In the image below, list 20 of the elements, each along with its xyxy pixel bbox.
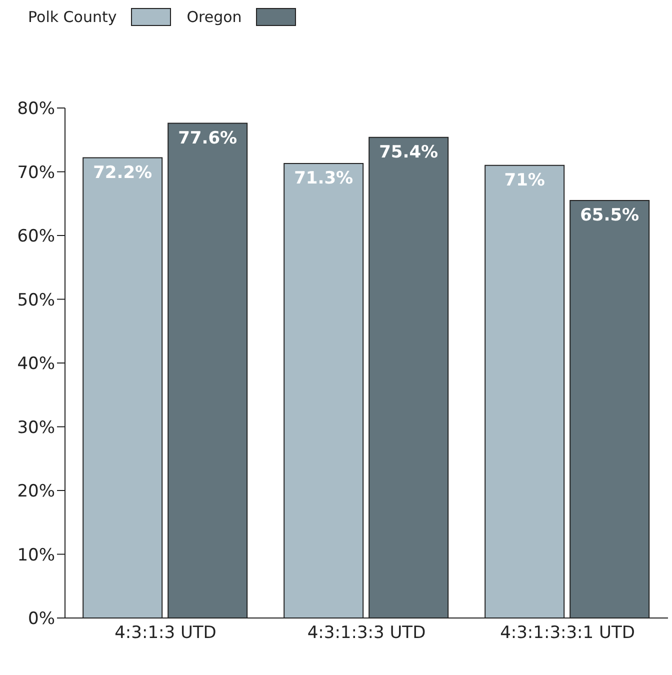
y-tick-label: 20% xyxy=(17,482,55,502)
x-tick-label: 4:3:1:3:3 UTD xyxy=(307,623,426,644)
y-tick-label: 70% xyxy=(17,162,55,183)
y-tick-label: 30% xyxy=(17,418,55,438)
y-tick-label: 0% xyxy=(28,609,55,630)
data-label: 72.2% xyxy=(93,162,152,183)
y-tick-label: 50% xyxy=(17,290,55,310)
y-tick-label: 60% xyxy=(17,226,55,247)
x-tick-label: 4:3:1:3:3:1 UTD xyxy=(500,623,635,644)
y-tick-label: 10% xyxy=(17,545,55,566)
data-label: 75.4% xyxy=(379,142,438,162)
data-label: 77.6% xyxy=(178,128,238,148)
data-label: 71% xyxy=(504,170,545,190)
legend-label: Polk County xyxy=(28,8,117,26)
y-tick-label: 40% xyxy=(17,354,55,374)
x-tick-label: 4:3:1:3 UTD xyxy=(114,623,216,644)
y-tick-label: 80% xyxy=(17,99,55,120)
legend-label: Oregon xyxy=(186,8,242,26)
data-label: 71.3% xyxy=(294,168,354,189)
data-label: 65.5% xyxy=(580,206,640,226)
